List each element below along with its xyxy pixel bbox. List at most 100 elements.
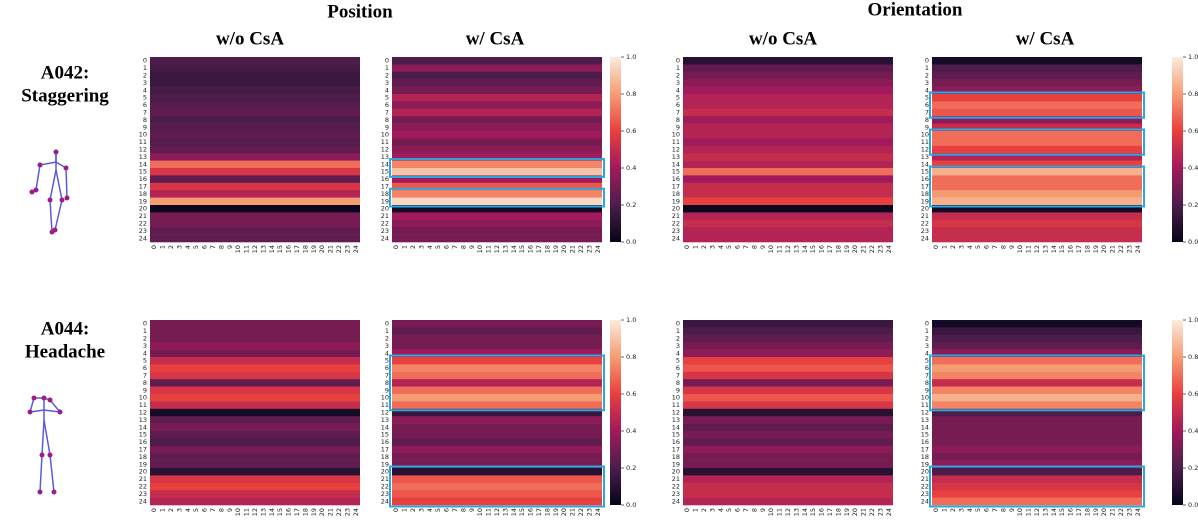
x-tick-label: 16 — [527, 245, 535, 253]
x-tick-label: 1 — [159, 245, 167, 249]
x-tick-label: 23 — [1125, 245, 1133, 253]
x-tick-label: 16 — [285, 508, 293, 516]
heatmap-row — [932, 227, 1142, 235]
y-tick-label: 9 — [676, 123, 680, 131]
heatmap-row — [932, 386, 1142, 395]
x-tick-label: 6 — [734, 508, 742, 512]
heatmap-row — [150, 212, 360, 221]
x-tick-label: 4 — [966, 508, 974, 512]
heatmap-row — [392, 131, 602, 139]
y-tick-label: 19 — [139, 460, 147, 468]
skeleton-joints — [29, 149, 70, 235]
heatmap-row — [392, 145, 602, 154]
heatmap-row — [392, 234, 602, 243]
x-tick-label: 13 — [259, 508, 267, 516]
x-tick-label: 12 — [1033, 245, 1041, 253]
x-tick-label: 10 — [234, 245, 242, 253]
y-tick-label: 4 — [385, 349, 389, 357]
x-tick-label: 11 — [776, 245, 784, 253]
heatmap-row — [683, 234, 893, 243]
heatmap-row — [392, 138, 602, 147]
y-tick-label: 22 — [921, 483, 929, 491]
x-tick-label: 23 — [1125, 508, 1133, 516]
x-tick-label: 7 — [991, 245, 999, 249]
x-tick-label: 19 — [1092, 245, 1100, 253]
heatmap-row — [392, 168, 602, 176]
y-tick-label: 18 — [381, 190, 389, 198]
y-tick-label: 3 — [676, 79, 680, 87]
y-tick-label: 4 — [925, 86, 929, 94]
y-tick-label: 2 — [925, 72, 929, 80]
heatmap-row — [932, 320, 1142, 328]
y-tick-label: 1 — [385, 64, 389, 72]
x-tick-label: 6 — [443, 245, 451, 249]
heatmap-row — [150, 86, 360, 95]
y-tick-label: 18 — [921, 190, 929, 198]
x-tick-label: 23 — [585, 508, 593, 516]
heatmap-row — [392, 153, 602, 161]
heatmap-row — [932, 482, 1142, 491]
y-tick-label: 5 — [385, 94, 389, 102]
x-tick-label: 8 — [459, 508, 467, 512]
x-tick-label: 11 — [1025, 245, 1033, 253]
y-tick-label: 23 — [139, 490, 147, 498]
y-tick-label: 21 — [921, 212, 929, 220]
heatmap-row — [392, 57, 602, 65]
y-tick-label: 23 — [921, 490, 929, 498]
y-tick-label: 8 — [143, 116, 147, 124]
x-tick-label: 3 — [957, 245, 965, 249]
heatmap-row — [150, 431, 360, 439]
x-tick-label: 15 — [518, 508, 526, 516]
x-tick-label: 5 — [192, 508, 200, 512]
x-tick-label: 13 — [792, 508, 800, 516]
x-tick-label: 21 — [569, 508, 577, 516]
x-tick-label: 21 — [860, 508, 868, 516]
y-tick-label: 21 — [139, 475, 147, 483]
x-tick-label: 24 — [1134, 508, 1142, 516]
x-tick-label: 20 — [318, 508, 326, 516]
heatmap-row — [932, 123, 1142, 132]
y-tick-label: 19 — [921, 460, 929, 468]
heatmap-row — [392, 357, 602, 365]
colorbar — [1172, 57, 1183, 242]
x-tick-label: 21 — [327, 508, 335, 516]
y-tick-label: 23 — [381, 490, 389, 498]
heatmap-row — [683, 386, 893, 395]
heatmap-row — [932, 438, 1142, 447]
x-tick-label: 12 — [784, 508, 792, 516]
heatmap-row — [392, 160, 602, 169]
heatmap-row — [392, 482, 602, 491]
y-tick-label: 17 — [921, 183, 929, 191]
colorbar-tick-label: 0.6 — [626, 127, 636, 135]
y-tick-label: 24 — [672, 497, 680, 505]
heatmap-row — [392, 197, 602, 206]
x-tick-label: 8 — [750, 245, 758, 249]
x-tick-label: 2 — [700, 245, 708, 249]
heatmap-row — [932, 408, 1142, 417]
y-tick-label: 10 — [921, 131, 929, 139]
x-tick-label: 2 — [949, 508, 957, 512]
y-tick-label: 15 — [139, 431, 147, 439]
heatmap-row — [683, 320, 893, 328]
x-tick-label: 6 — [734, 245, 742, 249]
x-tick-label: 8 — [217, 508, 225, 512]
heatmap-row — [932, 145, 1142, 154]
y-tick-label: 21 — [139, 212, 147, 220]
heatmap-row — [392, 320, 602, 328]
x-tick-label: 7 — [209, 245, 217, 249]
x-tick-label: 17 — [293, 245, 301, 253]
x-tick-label: 24 — [1134, 245, 1142, 253]
y-tick-label: 20 — [381, 468, 389, 476]
heatmap-row — [150, 71, 360, 80]
heatmap-row — [392, 416, 602, 424]
highlight-box — [929, 165, 1145, 208]
heatmap-row — [932, 379, 1142, 387]
y-tick-label: 20 — [139, 468, 147, 476]
y-tick-label: 16 — [381, 175, 389, 183]
x-tick-label: 2 — [167, 245, 175, 249]
x-tick-label: 6 — [983, 245, 991, 249]
y-tick-label: 17 — [381, 183, 389, 191]
heatmap-row — [392, 108, 602, 117]
header: Position — [327, 1, 393, 22]
